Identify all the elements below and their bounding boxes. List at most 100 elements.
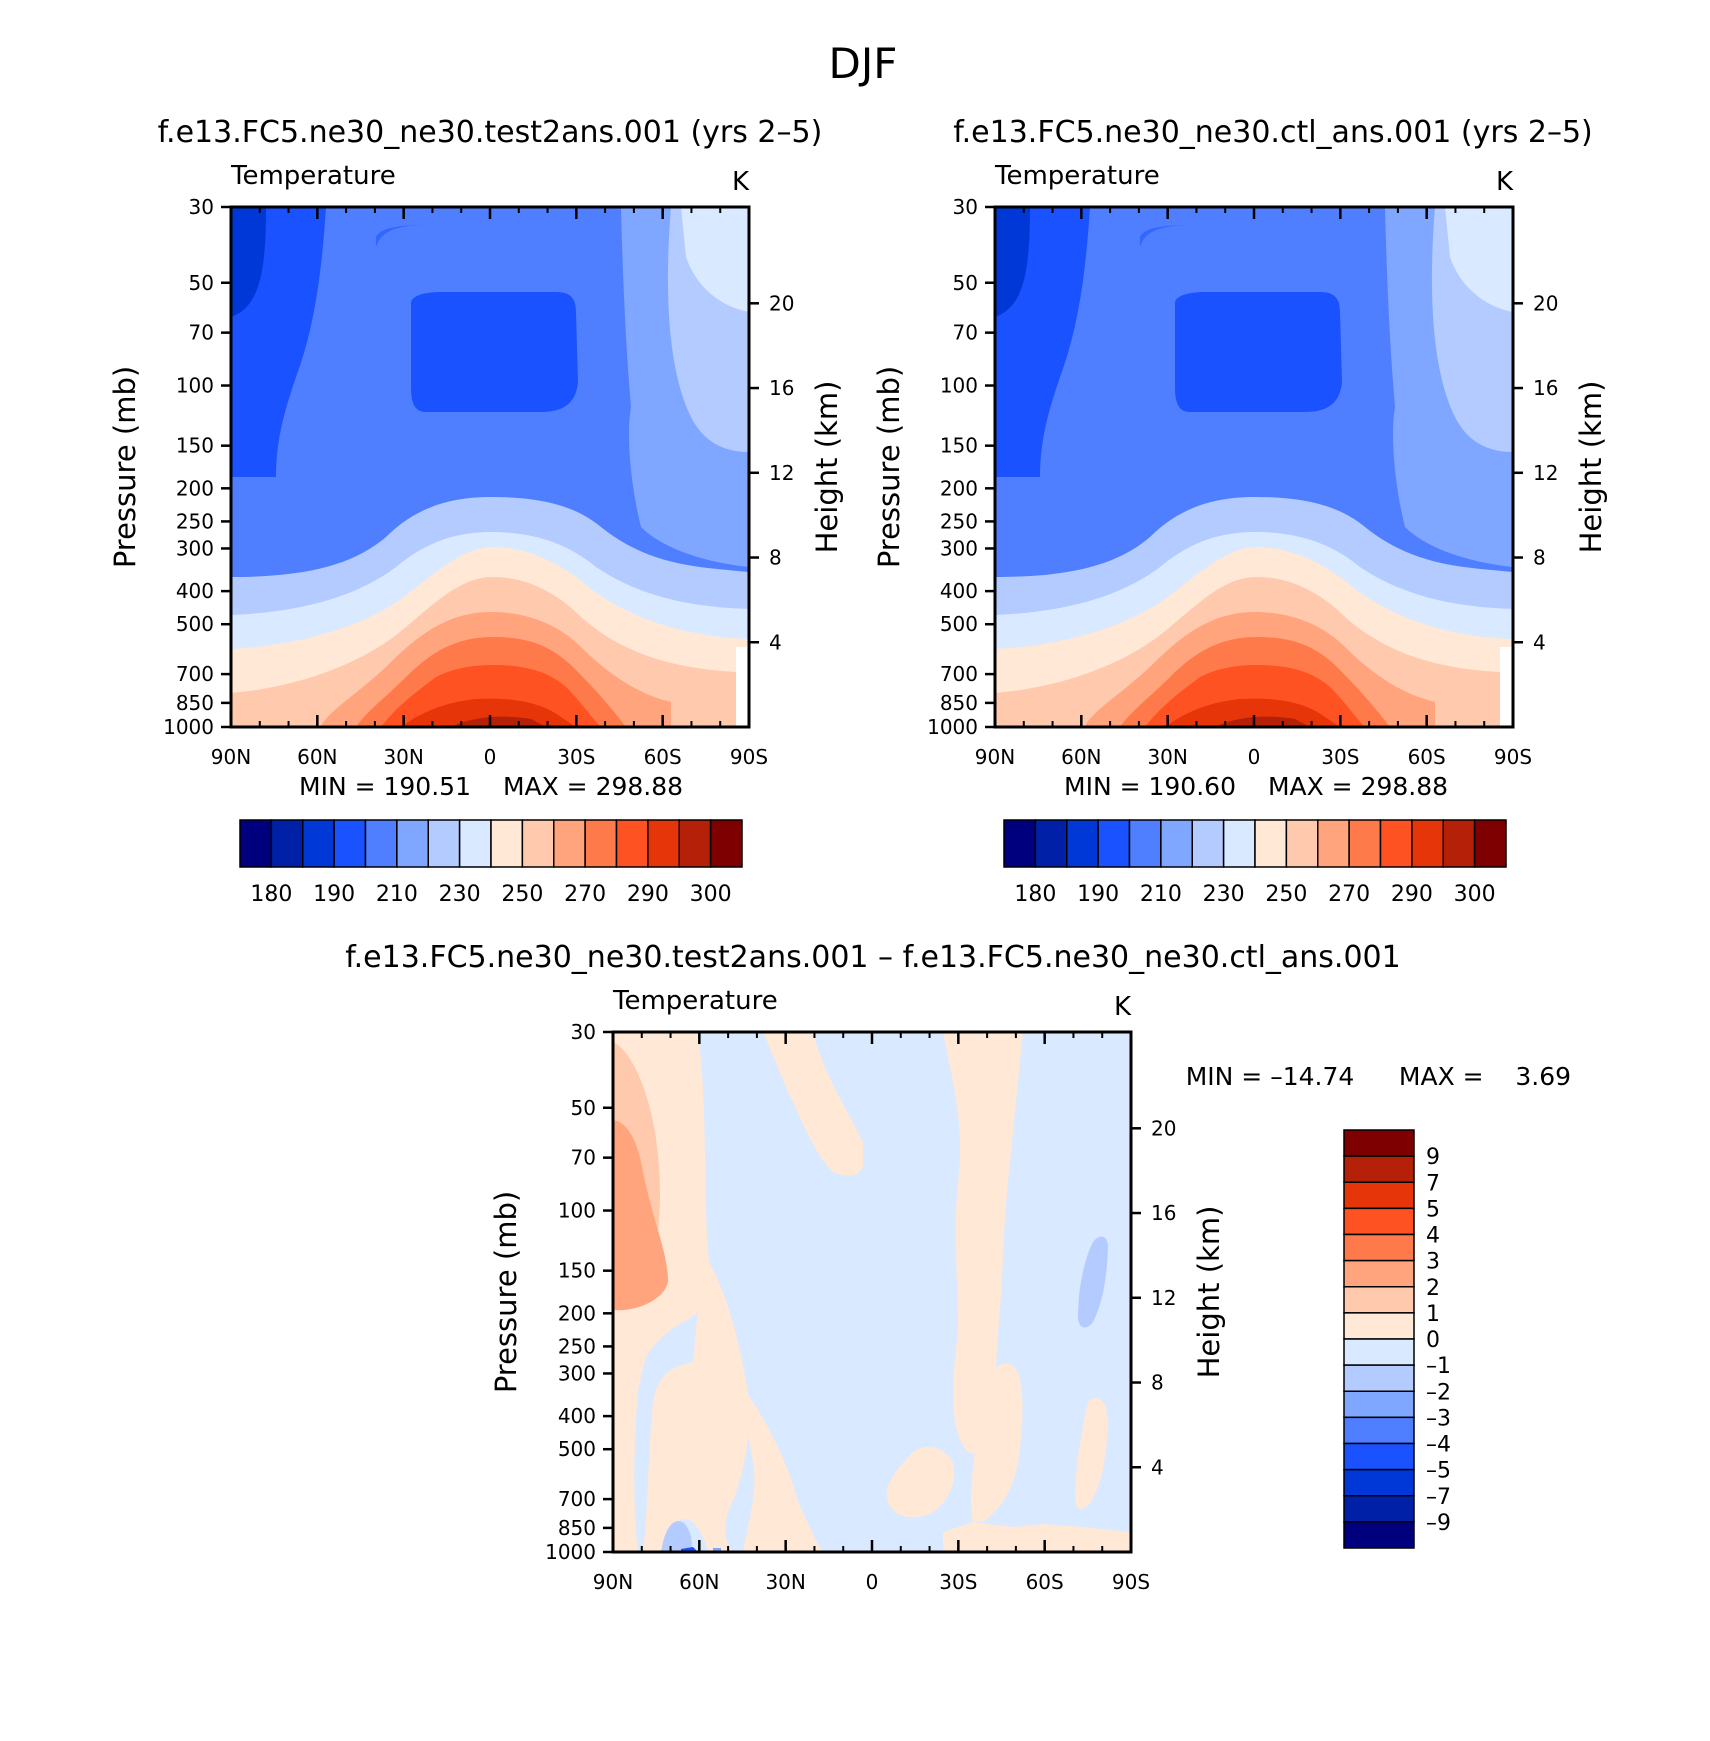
colorbar-label: 300 — [690, 882, 732, 907]
colorbar-swatch — [1343, 1155, 1415, 1183]
y-tick-label: 300 — [176, 536, 214, 560]
colorbar-label: 190 — [313, 882, 355, 907]
y-tick-label: 850 — [176, 691, 214, 715]
panel-test-ylabel: Pressure (mb) — [108, 366, 142, 568]
y2-tick-label: 8 — [1533, 546, 1546, 570]
colorbar-label: –5 — [1426, 1459, 1451, 1484]
y-tick-label: 700 — [558, 1487, 596, 1511]
colorbar-swatch — [1343, 1416, 1415, 1445]
colorbar-swatch — [1343, 1521, 1415, 1549]
x-tick-label: 90S — [1494, 745, 1532, 769]
panel-difference-variable-label: Temperature — [612, 986, 778, 1016]
colorbar-swatch — [1348, 819, 1382, 868]
y-tick-label: 1000 — [545, 1540, 596, 1564]
y-tick-label: 30 — [189, 195, 214, 219]
colorbar-swatch — [458, 819, 492, 868]
y-tick-label: 200 — [176, 476, 214, 500]
colorbar-label: 270 — [564, 882, 606, 907]
y-tick-label: 200 — [940, 476, 978, 500]
colorbar-swatch — [1343, 1181, 1415, 1210]
panel-difference-contour-field — [613, 1032, 1131, 1552]
y-tick-label: 30 — [571, 1020, 596, 1044]
colorbar-swatch — [1343, 1312, 1415, 1340]
x-tick-label: 30N — [765, 1570, 805, 1594]
y-tick-label: 850 — [940, 691, 978, 715]
colorbar-swatch — [1254, 819, 1288, 868]
y-tick-label: 70 — [571, 1146, 596, 1170]
colorbar-label: 290 — [1391, 882, 1433, 907]
y2-tick-label: 4 — [1151, 1455, 1164, 1479]
x-tick-label: 60S — [1408, 745, 1446, 769]
colorbar-label: –2 — [1426, 1380, 1451, 1405]
colorbar-label: 210 — [376, 882, 418, 907]
colorbar-swatch — [1343, 1495, 1415, 1523]
colorbar-label: –7 — [1426, 1485, 1451, 1510]
panel-difference-ylabel: Pressure (mb) — [489, 1191, 523, 1393]
colorbar-label: –9 — [1426, 1511, 1451, 1536]
colorbar-label: 3 — [1426, 1250, 1440, 1275]
y-tick-label: 100 — [558, 1199, 596, 1223]
x-tick-label: 60S — [644, 745, 682, 769]
y2-tick-label: 20 — [1533, 291, 1558, 315]
y-tick-label: 1000 — [163, 715, 214, 739]
panel-control-ylabel: Pressure (mb) — [872, 366, 906, 568]
y-tick-label: 250 — [558, 1334, 596, 1358]
colorbar-label: 230 — [439, 882, 481, 907]
y-tick-label: 250 — [940, 509, 978, 533]
colorbar-swatch — [490, 819, 524, 868]
colorbar-label: 4 — [1426, 1224, 1440, 1249]
colorbar-label: –4 — [1426, 1433, 1451, 1458]
panel-test-max-label: MAX = 298.88 — [503, 772, 683, 801]
y-tick-label: 150 — [176, 434, 214, 458]
x-tick-label: 30S — [557, 745, 595, 769]
colorbar-swatch — [1003, 819, 1037, 868]
colorbar-swatch — [1379, 819, 1413, 868]
colorbar-label: 7 — [1426, 1171, 1440, 1196]
colorbar-swatch — [364, 819, 398, 868]
figure-title: DJF — [829, 39, 898, 88]
colorbar-swatch — [1128, 819, 1162, 868]
y-tick-label: 1000 — [927, 715, 978, 739]
colorbar-swatch — [1343, 1364, 1415, 1392]
x-tick-label: 30S — [1321, 745, 1359, 769]
panel-test-case-title: f.e13.FC5.ne30_ne30.test2ans.001 (yrs 2–… — [158, 115, 823, 150]
x-tick-label: 60N — [297, 745, 337, 769]
panel-control-units-label: K — [1496, 167, 1514, 197]
x-tick-label: 90N — [975, 745, 1015, 769]
y2-tick-label: 12 — [1533, 461, 1558, 485]
colorbar-label: 300 — [1454, 882, 1496, 907]
colorbar-label: –1 — [1426, 1354, 1451, 1379]
panel-test-variable-label: Temperature — [230, 161, 396, 191]
colorbar-label: 290 — [627, 882, 669, 907]
x-tick-label: 60N — [679, 1570, 719, 1594]
colorbar-swatch — [1343, 1338, 1415, 1366]
colorbar-swatch — [553, 819, 586, 868]
panel-control-variable-label: Temperature — [994, 161, 1160, 191]
x-tick-label: 30N — [1147, 745, 1187, 769]
colorbar-swatch — [1442, 819, 1476, 868]
colorbar-swatch — [1343, 1233, 1415, 1262]
y-tick-label: 30 — [953, 195, 978, 219]
y-tick-label: 700 — [940, 662, 978, 686]
y2-tick-label: 16 — [1151, 1201, 1176, 1225]
colorbar-swatch — [1066, 819, 1099, 868]
y-tick-label: 300 — [940, 536, 978, 560]
panel-control-colorbar: 180 190 210 230 250 270 290 300 — [1003, 819, 1507, 907]
panel-test-units-label: K — [732, 167, 750, 197]
colorbar-swatch — [239, 819, 273, 868]
panel-control-y2label: Height (km) — [1574, 381, 1608, 554]
colorbar-label: 250 — [501, 882, 543, 907]
panel-test-y2label: Height (km) — [810, 381, 844, 554]
colorbar-swatch — [270, 819, 304, 868]
panel-test-min-label: MIN = 190.51 — [299, 772, 471, 801]
colorbar-swatch — [1097, 819, 1131, 868]
colorbar-swatch — [1343, 1129, 1415, 1157]
panel-difference-y2label: Height (km) — [1192, 1206, 1226, 1379]
x-tick-label: 0 — [866, 1570, 879, 1594]
panel-difference-max-label: MAX = 3.69 — [1399, 1062, 1571, 1091]
panel-difference-case-title: f.e13.FC5.ne30_ne30.test2ans.001 – f.e13… — [345, 940, 1400, 975]
x-tick-label: 90S — [1112, 1570, 1150, 1594]
colorbar-swatch — [521, 819, 555, 868]
colorbar-swatch — [396, 819, 429, 868]
